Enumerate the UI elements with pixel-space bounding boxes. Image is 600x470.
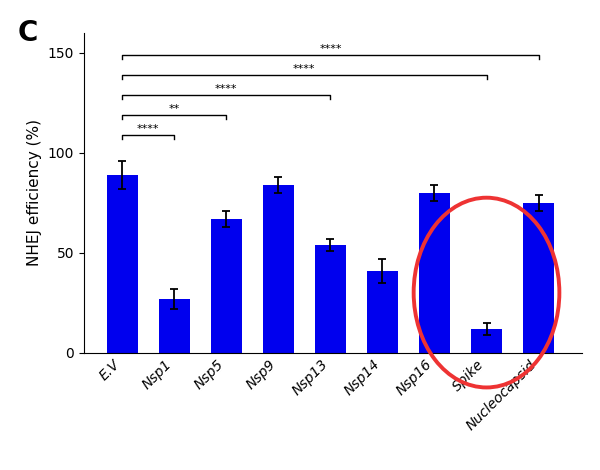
- Text: ****: ****: [293, 64, 316, 74]
- Bar: [367, 271, 398, 352]
- Bar: [211, 219, 242, 352]
- Text: **: **: [169, 104, 180, 114]
- Bar: [263, 185, 294, 352]
- Bar: [158, 298, 190, 352]
- Text: ****: ****: [319, 44, 341, 54]
- Text: C: C: [18, 19, 38, 47]
- Bar: [471, 329, 502, 352]
- Bar: [523, 203, 554, 352]
- Bar: [107, 175, 138, 352]
- Y-axis label: NHEJ efficiency (%): NHEJ efficiency (%): [28, 119, 43, 266]
- Bar: [419, 193, 450, 352]
- Bar: [315, 244, 346, 352]
- Text: ****: ****: [137, 124, 160, 134]
- Text: ****: ****: [215, 84, 238, 94]
